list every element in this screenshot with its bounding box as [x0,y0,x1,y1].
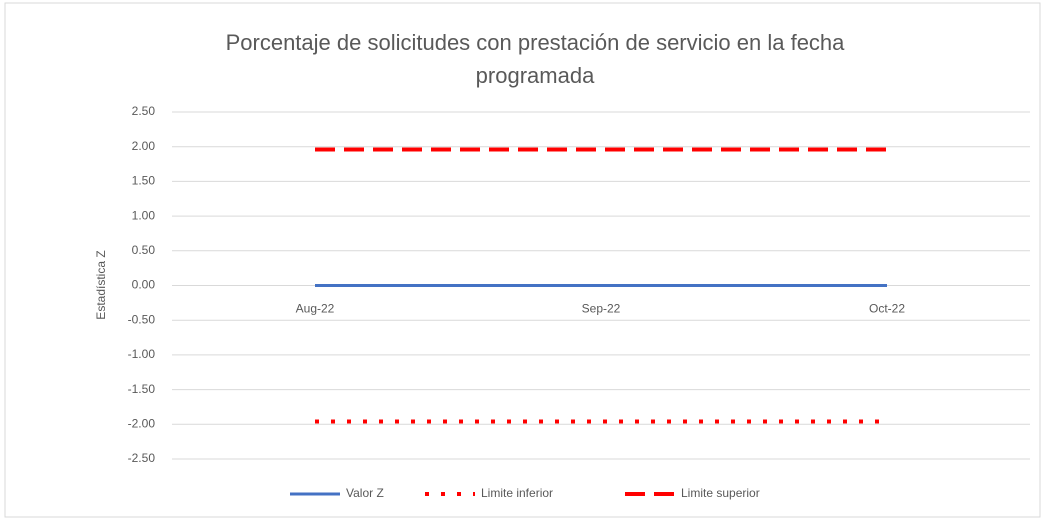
chart-title: Porcentaje de solicitudes con prestación… [225,30,845,88]
y-tick-label: -2.00 [128,416,156,430]
y-tick-label: -1.00 [128,347,156,361]
legend-label: Limite superior [681,486,760,500]
y-tick-label: 2.00 [132,139,156,153]
y-tick-label: 0.00 [132,278,156,292]
y-tick-label: 1.50 [132,174,156,188]
x-tick-label: Aug-22 [296,302,335,316]
legend-label: Limite inferior [481,486,553,500]
y-axis-title: Estadística Z [94,250,108,319]
y-tick-label: -1.50 [128,382,156,396]
y-tick-label: 2.50 [132,104,156,118]
y-tick-label: 1.00 [132,208,156,222]
x-tick-label: Oct-22 [869,302,905,316]
y-tick-label: 0.50 [132,243,156,257]
y-tick-label: -2.50 [128,451,156,465]
chart-border [4,2,1041,518]
legend-label: Valor Z [346,486,384,500]
x-tick-label: Sep-22 [582,302,621,316]
y-tick-label: -0.50 [128,312,156,326]
